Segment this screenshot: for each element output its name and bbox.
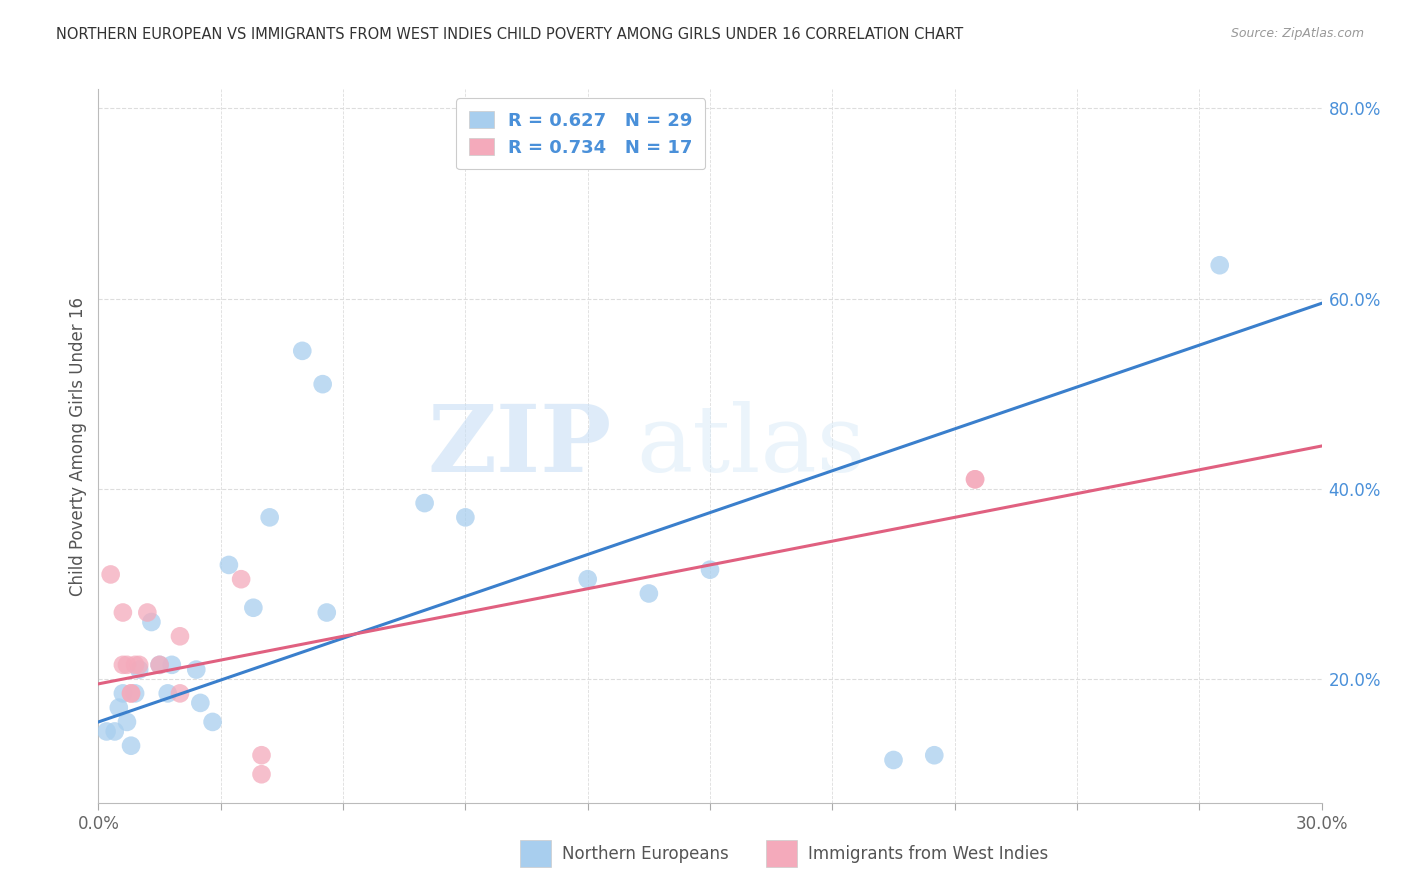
- Point: [128, 657, 150, 672]
- Point: [883, 753, 905, 767]
- Point: [186, 663, 208, 677]
- Point: [250, 748, 273, 763]
- Point: [259, 510, 281, 524]
- Point: [111, 606, 134, 620]
- Point: [141, 615, 163, 629]
- Point: [124, 657, 146, 672]
- Point: [120, 686, 142, 700]
- Point: [115, 714, 138, 729]
- Point: [120, 739, 142, 753]
- Point: [250, 767, 273, 781]
- Point: [128, 663, 150, 677]
- Point: [169, 629, 191, 643]
- Point: [108, 700, 131, 714]
- Point: [454, 510, 477, 524]
- Point: [699, 563, 721, 577]
- Point: [156, 686, 179, 700]
- Point: [413, 496, 436, 510]
- Point: [965, 472, 987, 486]
- Text: Northern Europeans: Northern Europeans: [562, 845, 730, 863]
- Text: Immigrants from West Indies: Immigrants from West Indies: [808, 845, 1049, 863]
- Legend: R = 0.627   N = 29, R = 0.734   N = 17: R = 0.627 N = 29, R = 0.734 N = 17: [456, 98, 706, 169]
- Text: atlas: atlas: [637, 401, 866, 491]
- Point: [576, 572, 599, 586]
- Text: NORTHERN EUROPEAN VS IMMIGRANTS FROM WEST INDIES CHILD POVERTY AMONG GIRLS UNDER: NORTHERN EUROPEAN VS IMMIGRANTS FROM WES…: [56, 27, 963, 42]
- Point: [965, 472, 987, 486]
- Point: [100, 567, 122, 582]
- Point: [124, 686, 146, 700]
- Point: [96, 724, 118, 739]
- Point: [242, 600, 264, 615]
- Point: [231, 572, 253, 586]
- Point: [169, 686, 191, 700]
- Text: ZIP: ZIP: [427, 401, 612, 491]
- Point: [291, 343, 314, 358]
- Point: [115, 657, 138, 672]
- Point: [136, 606, 159, 620]
- Point: [111, 686, 134, 700]
- Point: [1209, 258, 1232, 272]
- Point: [160, 657, 183, 672]
- Point: [201, 714, 224, 729]
- Point: [149, 657, 172, 672]
- Y-axis label: Child Poverty Among Girls Under 16: Child Poverty Among Girls Under 16: [69, 296, 87, 596]
- Text: Source: ZipAtlas.com: Source: ZipAtlas.com: [1230, 27, 1364, 40]
- Point: [922, 748, 945, 763]
- Point: [638, 586, 661, 600]
- Point: [315, 606, 337, 620]
- Point: [120, 686, 142, 700]
- Point: [188, 696, 212, 710]
- Point: [218, 558, 240, 572]
- Point: [312, 377, 335, 392]
- Point: [104, 724, 127, 739]
- Point: [149, 657, 172, 672]
- Point: [111, 657, 134, 672]
